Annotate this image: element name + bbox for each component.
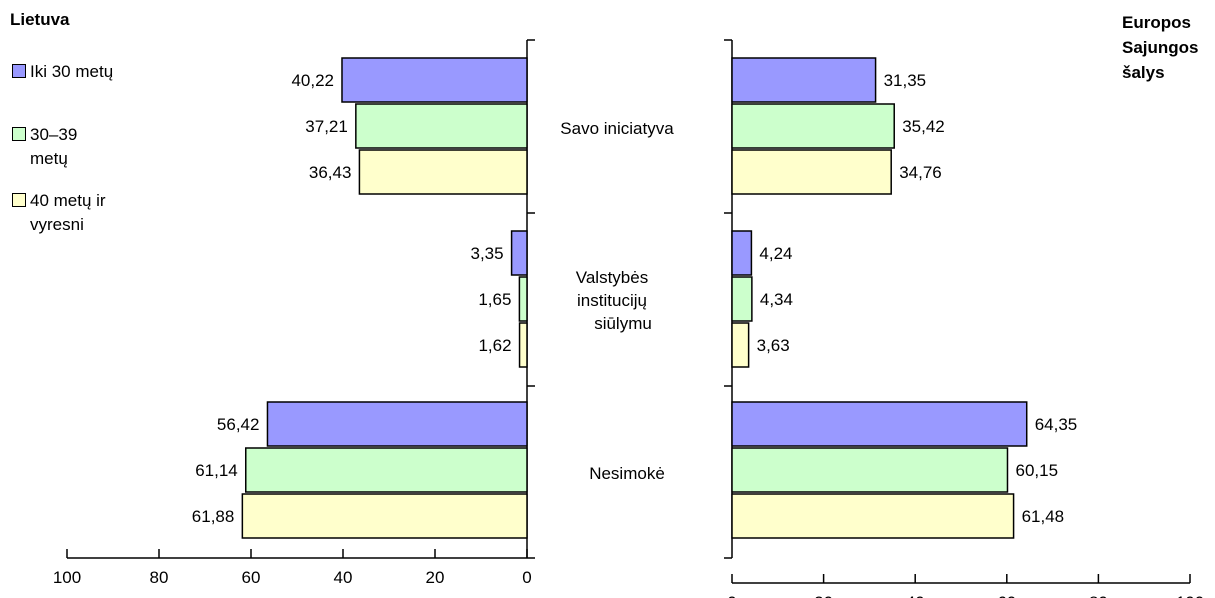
bar (731, 276, 753, 322)
data-label: 4,34 (760, 290, 793, 309)
data-label: 34,76 (899, 163, 942, 182)
category-label-line: Valstybės (575, 268, 649, 287)
data-label: 31,35 (884, 71, 927, 90)
value-axis-tick-label: 80 (1089, 593, 1108, 598)
category-label-line: Savo iniciatyva (560, 119, 674, 138)
legend-label-line: 40 metų ir (30, 191, 106, 210)
bar (341, 57, 528, 103)
legend-label: Iki 30 metų (30, 60, 160, 84)
data-label: 36,43 (309, 163, 352, 182)
data-label: 61,14 (195, 461, 238, 480)
bar (731, 103, 895, 149)
value-axis-tick-label: 80 (150, 568, 169, 587)
bar (518, 276, 528, 322)
data-label: 64,35 (1035, 415, 1078, 434)
value-axis-tick-label: 20 (814, 593, 833, 598)
bar (731, 401, 1028, 447)
data-label: 40,22 (291, 71, 334, 90)
value-axis-tick-label: 60 (242, 568, 261, 587)
category-label-savo-iniciatyva: Savo iniciatyva (527, 117, 707, 140)
bar (510, 230, 528, 276)
legend-label-line: vyresni (30, 215, 84, 234)
data-label: 3,63 (757, 336, 790, 355)
bar (266, 401, 528, 447)
legend-label-line: 30–39 (30, 125, 78, 144)
value-axis-tick-label: 100 (1176, 593, 1204, 598)
right-title-line: Europos (1122, 13, 1191, 32)
right-title-line: šalys (1122, 63, 1165, 82)
bar (518, 322, 528, 368)
value-axis-tick-label: 20 (426, 568, 445, 587)
left-chart-title: Lietuva (10, 10, 70, 29)
bar (358, 149, 528, 195)
bar (731, 149, 892, 195)
value-axis-tick-label: 0 (727, 593, 736, 598)
data-label: 1,65 (478, 290, 511, 309)
value-axis-tick-label: 40 (334, 568, 353, 587)
legend-label: 40 metų ir vyresni (30, 189, 160, 237)
bar (731, 230, 753, 276)
bar (731, 57, 877, 103)
category-label-line: Nesimokė (589, 464, 665, 483)
bar (355, 103, 528, 149)
value-axis-tick-label: 100 (53, 568, 81, 587)
bar (731, 447, 1009, 493)
legend-swatch (12, 193, 26, 207)
legend-swatch (12, 127, 26, 141)
legend-label-line: Iki 30 metų (30, 62, 114, 81)
data-label: 56,42 (217, 415, 260, 434)
bar (731, 493, 1015, 539)
data-label: 4,24 (759, 244, 792, 263)
data-label: 35,42 (902, 117, 945, 136)
bar (241, 493, 528, 539)
legend-label-line: metų (30, 149, 68, 168)
category-label-line: siūlymu (594, 314, 652, 333)
right-title-line: Sajungos (1122, 38, 1199, 57)
data-label: 61,88 (192, 507, 235, 526)
legend-label: 30–39 metų (30, 123, 160, 171)
right-chart-title: Europos Sajungos šalys (1122, 10, 1212, 85)
value-axis-tick-label: 40 (906, 593, 925, 598)
legend-swatch (12, 64, 26, 78)
bar (731, 322, 750, 368)
category-label-valstybes: Valstybės institucijų siūlymu (522, 266, 702, 335)
value-axis-tick-label: 0 (522, 568, 531, 587)
data-label: 37,21 (305, 117, 348, 136)
value-axis-tick-label: 60 (997, 593, 1016, 598)
category-label-line: institucijų (577, 291, 647, 310)
data-label: 3,35 (470, 244, 503, 263)
category-label-nesimoke: Nesimokė (537, 462, 717, 485)
data-label: 1,62 (478, 336, 511, 355)
bar (245, 447, 528, 493)
data-label: 61,48 (1022, 507, 1065, 526)
data-label: 60,15 (1015, 461, 1058, 480)
